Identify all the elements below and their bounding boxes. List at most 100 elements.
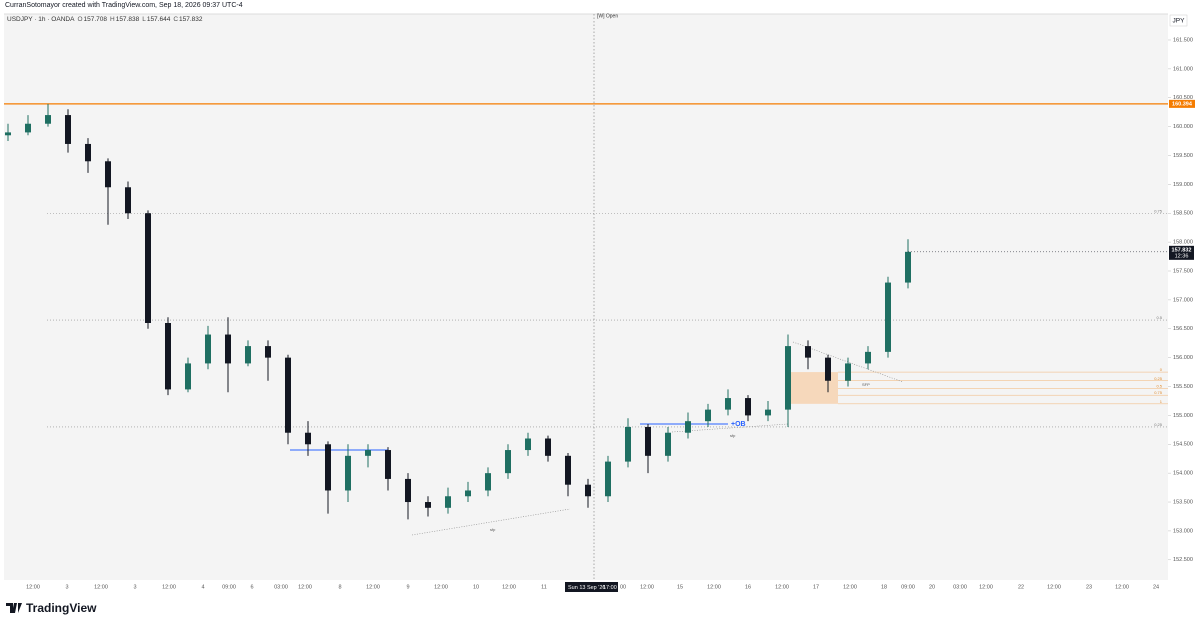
candle-body xyxy=(485,473,491,491)
x-tick-label: 12:00 xyxy=(502,584,516,590)
countdown-label: 12:36 xyxy=(1175,253,1189,259)
ohlc-value: 157.708 xyxy=(83,16,108,23)
candle-body xyxy=(765,409,771,416)
y-tick-label: 157.000 xyxy=(1173,297,1193,303)
x-tick-label: 4 xyxy=(201,584,204,590)
last-price-tag xyxy=(1169,245,1194,260)
annotation: SFP xyxy=(862,382,870,387)
trendline xyxy=(792,341,904,383)
crosshair-label-bg xyxy=(565,582,618,592)
candle-body xyxy=(325,444,331,491)
symbol: USDJPY · 1h · OANDA xyxy=(7,16,75,23)
zone-fib-label: 1 xyxy=(1160,399,1163,404)
candle-body xyxy=(465,490,471,497)
x-tick-label: 17 xyxy=(813,584,819,590)
annotation: sfp xyxy=(490,527,496,532)
candle-body xyxy=(725,398,731,410)
y-tick-label: 153.500 xyxy=(1173,499,1193,505)
x-tick-label: 3 xyxy=(133,584,136,590)
candle-body xyxy=(205,334,211,364)
candle-body xyxy=(705,409,711,422)
y-tick-label: 155.500 xyxy=(1173,384,1193,390)
ohlc-label: H xyxy=(110,16,115,23)
x-tick-label: 12:00 xyxy=(94,584,108,590)
legend: USDJPY · 1h · OANDA O157.708 H157.838 L157.… xyxy=(7,16,206,23)
candle-body xyxy=(665,432,671,456)
candle-body xyxy=(605,461,611,497)
x-tick-label: 12:00 xyxy=(640,584,654,590)
x-tick-label: 12:00 xyxy=(162,584,176,590)
candle-body xyxy=(185,363,191,390)
y-tick-label: 159.000 xyxy=(1173,182,1193,188)
x-tick-label: 24 xyxy=(1153,584,1159,590)
annotation: sfp xyxy=(730,433,736,438)
x-tick-label: 09:00 xyxy=(901,584,915,590)
candle-body xyxy=(565,455,571,485)
candle-body xyxy=(405,478,411,503)
ohlc-value: 157.838 xyxy=(115,16,140,23)
y-tick-label: 157.500 xyxy=(1173,268,1193,274)
x-tick-label: 12:00 xyxy=(366,584,380,590)
y-tick-label: 159.500 xyxy=(1173,153,1193,159)
x-tick-label: 12:00 xyxy=(1115,584,1129,590)
week-open-label: [W] Open xyxy=(597,13,618,19)
x-tick-label: 12:00 xyxy=(707,584,721,590)
candle-body xyxy=(165,322,171,390)
candle-body xyxy=(265,346,271,358)
candle-body xyxy=(25,123,31,133)
candle-body xyxy=(865,351,871,364)
currency-badge[interactable] xyxy=(1169,14,1188,27)
candle-body xyxy=(145,213,151,323)
y-tick-label: 156.500 xyxy=(1173,326,1193,332)
y-tick-label: 152.500 xyxy=(1173,557,1193,563)
candle-body xyxy=(305,432,311,445)
x-tick-label: 16 xyxy=(745,584,751,590)
candle-body xyxy=(225,334,231,364)
x-tick-label: 9 xyxy=(406,584,409,590)
logo-icon xyxy=(6,603,22,613)
x-tick-label: 12:00 xyxy=(843,584,857,590)
x-tick-label: 12:00 xyxy=(434,584,448,590)
x-tick-label: 6 xyxy=(250,584,253,590)
x-tick-label: 00 xyxy=(620,584,626,590)
currency: JPY xyxy=(1173,18,1186,25)
y-tick-label: 155.000 xyxy=(1173,413,1193,419)
horizontal-line-tag xyxy=(1169,99,1195,108)
candle-body xyxy=(385,450,391,479)
ohlc-label: L xyxy=(142,16,146,23)
candle-body xyxy=(345,455,351,491)
zone-fib-label: 0.5 xyxy=(1156,383,1162,388)
candle-body xyxy=(805,346,811,358)
y-tick-label: 160.500 xyxy=(1173,95,1193,101)
candle-body xyxy=(905,251,911,283)
x-tick-label: 18 xyxy=(881,584,887,590)
x-tick-label: 22 xyxy=(1018,584,1024,590)
candle-body xyxy=(45,115,51,124)
y-tick-label: 161.500 xyxy=(1173,37,1193,43)
attribution: CurranSotomayor created with TradingView… xyxy=(5,2,243,9)
crosshair-time: 17:00 xyxy=(603,585,617,591)
candle-body xyxy=(245,346,251,364)
fib-label: 0.75 xyxy=(1154,208,1163,213)
logo[interactable]: TradingView xyxy=(6,601,96,615)
ohlc-value: 157.644 xyxy=(146,16,171,23)
y-tick-label: 158.000 xyxy=(1173,240,1193,246)
candle-body xyxy=(825,357,831,381)
candle-body xyxy=(625,426,631,462)
last-price-label: 157.832 xyxy=(1172,247,1192,253)
x-tick-label: 11 xyxy=(541,584,547,590)
trendline xyxy=(671,423,789,433)
candle-body xyxy=(445,496,451,508)
x-tick-label: 12:00 xyxy=(775,584,789,590)
x-tick-label: 03:00 xyxy=(274,584,288,590)
candle-body xyxy=(425,502,431,508)
candle-body xyxy=(5,132,11,136)
x-tick-label: 12:00 xyxy=(298,584,312,590)
x-tick-label: 8 xyxy=(338,584,341,590)
candle-body xyxy=(505,450,511,474)
horizontal-line-label: 160.394 xyxy=(1172,101,1193,107)
x-tick-label: 10 xyxy=(473,584,479,590)
x-tick-label: 3 xyxy=(65,584,68,590)
